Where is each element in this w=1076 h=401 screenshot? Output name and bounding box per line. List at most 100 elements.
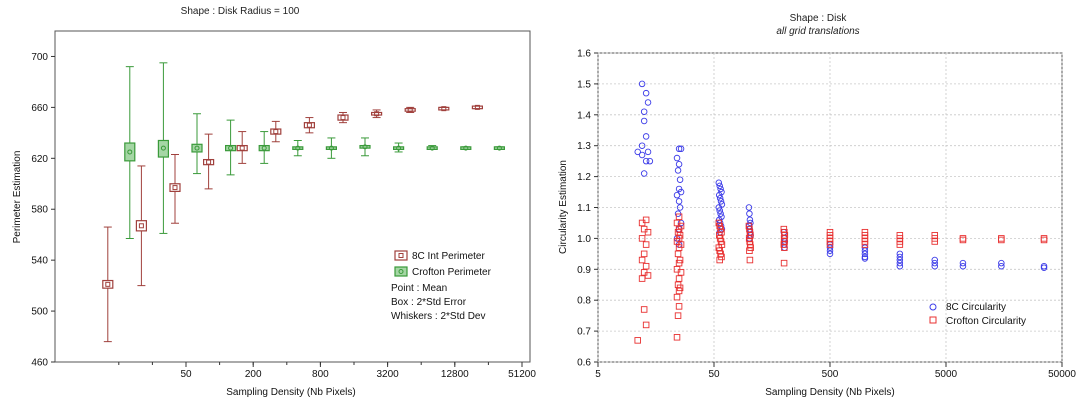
point-crofton-circularity bbox=[716, 256, 723, 264]
point-8c-circularity bbox=[896, 250, 904, 258]
point-crofton-circularity bbox=[746, 256, 754, 264]
box-rect bbox=[325, 146, 337, 150]
point-8c-circularity bbox=[646, 157, 654, 165]
mean-marker bbox=[407, 107, 413, 113]
box-crofton-perimeter bbox=[493, 145, 505, 151]
point-crofton-circularity bbox=[826, 241, 834, 248]
legend-marker-crofton-circ bbox=[929, 316, 937, 324]
mean-marker bbox=[362, 144, 368, 150]
point-crofton-circularity bbox=[931, 238, 939, 245]
x-tick-label: 51200 bbox=[508, 369, 536, 380]
mean-marker bbox=[160, 145, 166, 151]
x-tick-label: 12800 bbox=[441, 369, 469, 380]
point-8c-circularity bbox=[998, 262, 1005, 270]
mean-marker bbox=[306, 122, 312, 128]
right-legend: 8C Circularity Crofton Circularity bbox=[929, 302, 1026, 327]
y-tick-label: 1.5 bbox=[577, 79, 591, 90]
box-rect bbox=[493, 146, 505, 150]
point-8c-circularity bbox=[638, 80, 646, 88]
y-tick-label: 1.1 bbox=[577, 203, 591, 214]
box-rect bbox=[135, 220, 147, 232]
point-8c-circularity bbox=[931, 259, 939, 267]
box-rect bbox=[124, 142, 136, 162]
point-8c-circularity bbox=[717, 198, 725, 205]
y-tick-label: 0.6 bbox=[577, 358, 591, 369]
right-chart-subtitle: all grid translations bbox=[776, 26, 859, 37]
point-crofton-circularity bbox=[638, 235, 646, 242]
point-8c-circularity bbox=[717, 185, 724, 193]
point-8c-circularity bbox=[716, 182, 723, 190]
point-8c-circularity bbox=[676, 176, 684, 183]
point-crofton-circularity bbox=[674, 250, 682, 258]
left-legend: 8C Int Perimeter Crofton Perimeter Point… bbox=[391, 250, 492, 322]
point-crofton-circularity bbox=[673, 334, 681, 341]
mean-marker bbox=[374, 111, 380, 117]
box-rect bbox=[359, 144, 371, 149]
box-rect bbox=[191, 143, 203, 153]
point-8c-circularity bbox=[640, 117, 648, 125]
point-8c-circularity bbox=[677, 145, 685, 153]
point-crofton-circularity bbox=[638, 275, 646, 282]
point-crofton-circularity bbox=[781, 244, 788, 251]
point-crofton-circularity bbox=[675, 303, 683, 310]
point-8c-circularity bbox=[896, 262, 904, 270]
right-chart-title: Shape : Disk bbox=[790, 13, 848, 24]
box-8c-int-perimeter bbox=[404, 106, 416, 113]
point-crofton-circularity bbox=[675, 275, 683, 282]
x-tick-label: 50000 bbox=[1048, 369, 1076, 380]
legend-marker-8c-circ bbox=[929, 303, 937, 311]
box-crofton-perimeter bbox=[359, 137, 371, 157]
mean-marker bbox=[105, 281, 111, 287]
box-8c-int-perimeter bbox=[135, 165, 147, 287]
mean-marker bbox=[206, 159, 212, 165]
legend-note-box: Box : 2*Std Error bbox=[391, 297, 467, 308]
box-rect bbox=[303, 122, 315, 129]
legend-swatch-crofton bbox=[394, 266, 408, 277]
point-8c-circularity bbox=[673, 154, 681, 162]
point-crofton-circularity bbox=[642, 262, 650, 270]
point-8c-circularity bbox=[640, 108, 648, 115]
left-chart: Shape : Disk Radius = 100 460 500 540 580 62… bbox=[12, 6, 536, 398]
point-8c-circularity bbox=[642, 157, 650, 165]
box-crofton-perimeter bbox=[325, 137, 337, 159]
point-crofton-circularity bbox=[780, 259, 788, 267]
legend-note-point: Point : Mean bbox=[391, 283, 447, 294]
box-rect bbox=[438, 106, 450, 111]
box-8c-int-perimeter bbox=[203, 133, 215, 190]
point-crofton-circularity bbox=[634, 337, 641, 344]
box-rect bbox=[157, 139, 169, 158]
x-tick-label: 800 bbox=[312, 369, 329, 380]
mean-marker bbox=[474, 104, 480, 110]
box-rect bbox=[371, 111, 383, 116]
point-8c-circularity bbox=[931, 262, 939, 270]
box-crofton-perimeter bbox=[460, 145, 472, 151]
mean-marker bbox=[441, 106, 447, 112]
box-8c-int-perimeter bbox=[471, 104, 483, 110]
box-crofton-perimeter bbox=[258, 131, 270, 164]
box-crofton-perimeter bbox=[393, 142, 405, 153]
point-8c-circularity bbox=[716, 207, 723, 214]
point-8c-circularity bbox=[675, 145, 683, 153]
point-8c-circularity bbox=[634, 148, 641, 156]
box-8c-int-perimeter bbox=[371, 109, 383, 119]
box-rect bbox=[102, 279, 114, 289]
point-8c-circularity bbox=[861, 247, 869, 255]
point-crofton-circularity bbox=[642, 216, 650, 224]
point-crofton-circularity bbox=[959, 236, 967, 244]
mean-marker bbox=[496, 145, 502, 151]
legend-label-8c: 8C Int Perimeter bbox=[412, 251, 485, 262]
box-rect bbox=[426, 146, 438, 150]
box-rect bbox=[292, 146, 304, 150]
legend-note-whiskers: Whiskers : 2*Std Dev bbox=[391, 311, 485, 322]
point-8c-circularity bbox=[642, 133, 650, 140]
point-8c-circularity bbox=[896, 253, 904, 261]
box-crofton-perimeter bbox=[157, 62, 169, 234]
right-chart: Shape : Disk all grid translations 0.6 0.… bbox=[558, 13, 1076, 398]
y-tick-label: 0.9 bbox=[577, 265, 591, 276]
mean-marker bbox=[194, 145, 200, 151]
mean-marker bbox=[328, 145, 334, 151]
point-8c-circularity bbox=[716, 194, 724, 202]
point-crofton-circularity bbox=[640, 250, 648, 258]
mean-marker bbox=[228, 145, 234, 151]
